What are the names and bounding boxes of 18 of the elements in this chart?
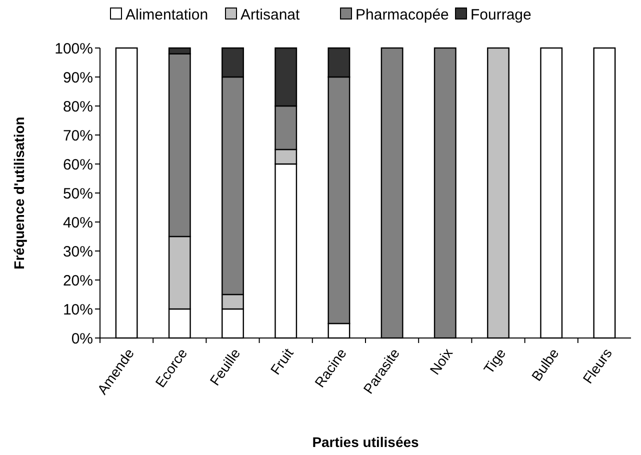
legend-label: Alimentation <box>126 6 208 24</box>
y-tick-label: 60% <box>62 156 93 174</box>
x-axis-title: Parties utilisées <box>312 434 420 450</box>
y-tick-label: 80% <box>62 98 93 116</box>
y-tick-label: 30% <box>62 243 93 260</box>
y-tick-label: 20% <box>62 272 93 290</box>
y-tick-label: 70% <box>62 127 93 144</box>
y-tick-label: 0% <box>71 330 93 348</box>
legend-label: Pharmacopée <box>356 6 449 24</box>
y-tick-label: 90% <box>62 69 93 86</box>
y-tick-label: 40% <box>62 214 93 232</box>
y-tick-label: 10% <box>62 301 93 318</box>
y-tick-label: 50% <box>62 185 93 202</box>
x-tick-label: Tige <box>480 345 509 376</box>
legend-label: Artisanat <box>240 6 301 24</box>
y-tick-label: 100% <box>54 40 93 58</box>
legend-label: Fourrage <box>470 6 532 24</box>
y-axis-title: Fréquence d'utilisation <box>11 116 27 270</box>
